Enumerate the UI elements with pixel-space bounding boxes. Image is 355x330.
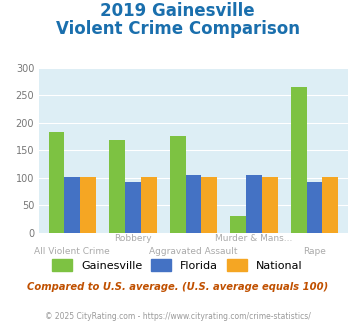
Bar	[262, 177, 278, 233]
Bar	[291, 87, 307, 233]
Bar	[125, 182, 141, 233]
Bar	[246, 175, 262, 233]
Bar	[307, 182, 322, 233]
Text: Robbery: Robbery	[114, 234, 152, 243]
Bar	[80, 177, 96, 233]
Legend: Gainesville, Florida, National: Gainesville, Florida, National	[48, 255, 307, 275]
Bar	[230, 216, 246, 233]
Text: Murder & Mans...: Murder & Mans...	[215, 234, 293, 243]
Bar	[186, 175, 201, 233]
Bar	[65, 177, 80, 233]
Bar	[141, 177, 157, 233]
Text: 2019 Gainesville: 2019 Gainesville	[100, 2, 255, 20]
Text: © 2025 CityRating.com - https://www.cityrating.com/crime-statistics/: © 2025 CityRating.com - https://www.city…	[45, 312, 310, 321]
Bar	[109, 140, 125, 233]
Text: All Violent Crime: All Violent Crime	[34, 248, 110, 256]
Text: Rape: Rape	[303, 248, 326, 256]
Text: Aggravated Assault: Aggravated Assault	[149, 248, 238, 256]
Bar	[201, 177, 217, 233]
Bar	[322, 177, 338, 233]
Bar	[49, 132, 65, 233]
Text: Violent Crime Comparison: Violent Crime Comparison	[55, 20, 300, 38]
Text: Compared to U.S. average. (U.S. average equals 100): Compared to U.S. average. (U.S. average …	[27, 282, 328, 292]
Bar	[170, 136, 186, 233]
